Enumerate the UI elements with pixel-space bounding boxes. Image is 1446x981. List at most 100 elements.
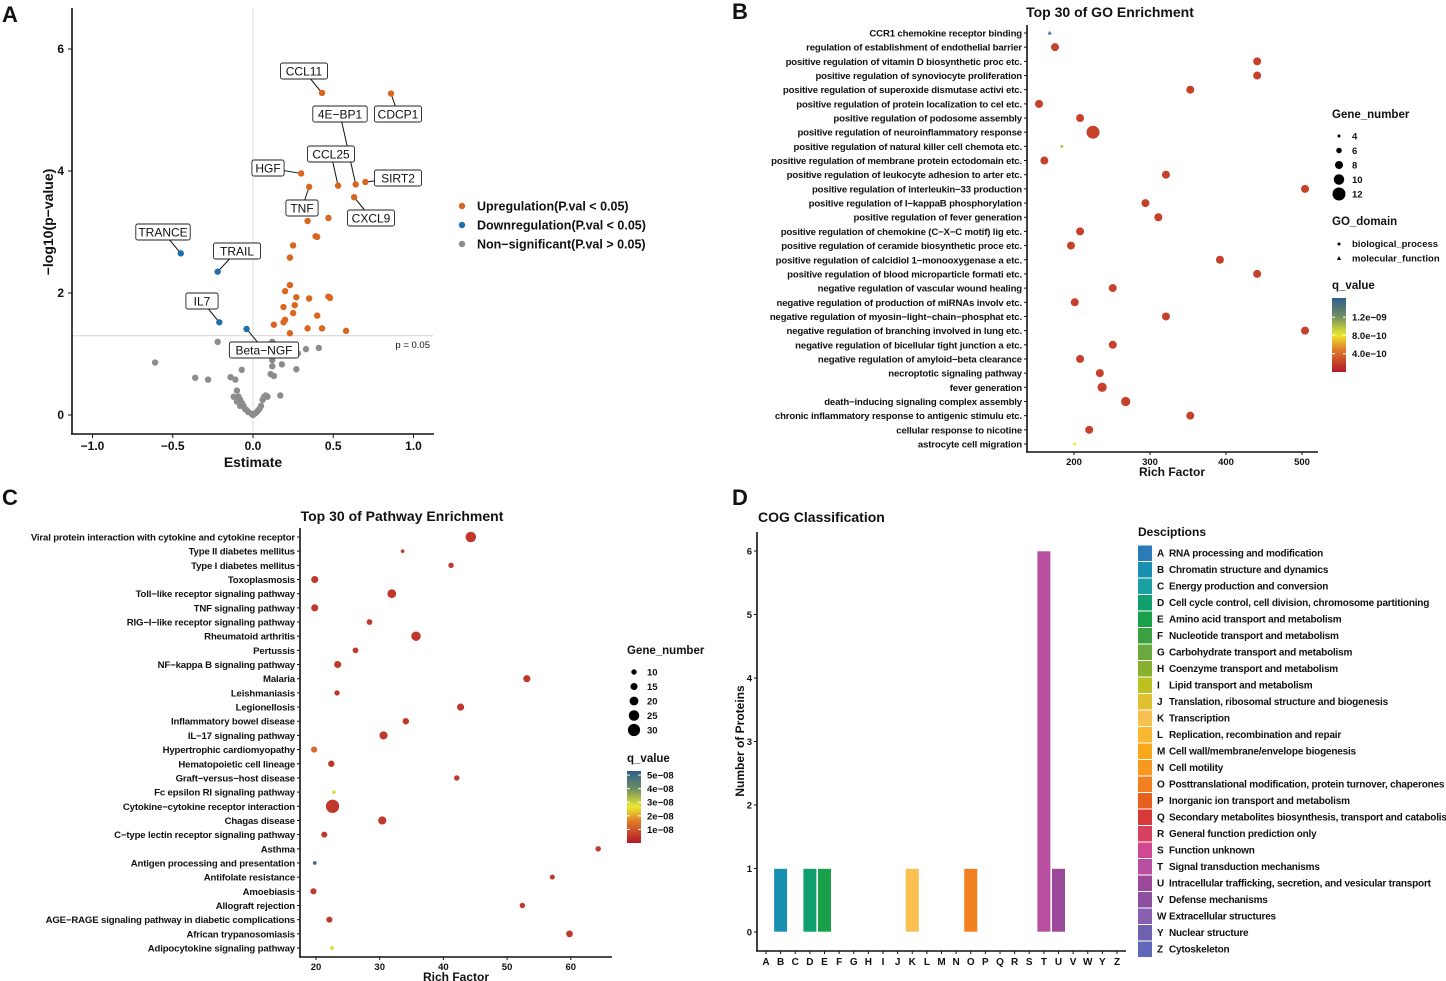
volcano-point (325, 214, 332, 222)
legend-description: Inorganic ion transport and metabolism (1169, 796, 1350, 807)
enrichment-point (1095, 369, 1104, 378)
volcano-point (305, 295, 313, 302)
row-label: fever generation (950, 383, 1023, 394)
legend-code: H (1157, 664, 1164, 675)
y-axis-title: −log10(p−value) (40, 169, 56, 276)
colorbar-label: 5e−08 (647, 771, 674, 782)
x-tick-label: A (762, 957, 769, 968)
gene-label-box (347, 209, 395, 227)
volcano-point (289, 242, 297, 249)
x-tick-label: 200 (1066, 457, 1082, 468)
row-label: C−type lectin receptor signaling pathway (114, 830, 296, 841)
threshold-label: p = 0.05 (395, 340, 430, 351)
legend-description: Extracellular structures (1169, 912, 1277, 923)
legend-code: Q (1157, 813, 1165, 824)
row-label: positive regulation of interleukin−33 pr… (812, 184, 1022, 195)
enrichment-point (378, 816, 387, 825)
row-label: positive regulation of chemokine (C−X−C … (781, 227, 1022, 238)
legend-swatch (1138, 562, 1152, 578)
legend-description: Amino acid transport and metabolism (1169, 615, 1342, 626)
row-label: negative regulation of vascular wound he… (818, 284, 1023, 295)
volcano-point (286, 281, 294, 289)
row-label: positive regulation of neuroinflammatory… (797, 128, 1022, 139)
legend-description: Cytoskeleton (1169, 945, 1229, 956)
volcano-point (293, 294, 300, 301)
enrichment-point (1073, 442, 1077, 446)
enrichment-point (1253, 71, 1262, 80)
enrichment-point (334, 690, 340, 696)
x-tick-label: S (1026, 957, 1033, 968)
enrichment-point (331, 790, 336, 794)
gene-label-box (135, 223, 191, 241)
volcano-point (334, 182, 342, 189)
volcano-point (243, 406, 250, 414)
colorbar-label: 4.0e−10 (1352, 349, 1387, 360)
enrichment-point (1161, 170, 1170, 179)
legend-description: Nuclear structure (1169, 928, 1249, 939)
x-tick-label: E (821, 957, 828, 968)
gene-label: TRANCE (138, 226, 187, 240)
legend-swatch (1138, 677, 1152, 693)
size-legend-title: Gene_number (627, 645, 705, 657)
row-label: negative regulation of branching involve… (786, 326, 1022, 337)
volcano-point (302, 345, 310, 353)
enrichment-point (310, 888, 317, 895)
row-label: Graft−versus−host disease (176, 773, 295, 784)
row-label: Antigen processing and presentation (131, 858, 296, 869)
x-tick-label: 500 (1294, 457, 1310, 468)
x-axis-title: Rich Factor (1139, 465, 1205, 479)
row-label: Leishmaniasis (231, 688, 295, 699)
legend-swatch (1138, 694, 1152, 710)
x-tick-label: 30 (374, 962, 385, 973)
row-label: necroptotic signaling pathway (888, 369, 1023, 380)
legend-description: Cell motility (1169, 763, 1224, 774)
size-legend-dot (1333, 174, 1345, 185)
volcano-point (204, 376, 212, 383)
legend-swatch (1138, 892, 1152, 908)
legend-dot (458, 240, 466, 248)
enrichment-point (1108, 340, 1117, 349)
x-tick-label: N (953, 957, 960, 968)
x-tick-label: 400 (1218, 457, 1234, 468)
legend-swatch (1138, 578, 1152, 594)
enrichment-point (411, 631, 421, 641)
enrichment-point (457, 703, 465, 711)
chart-title: Top 30 of GO Enrichment (1026, 4, 1194, 20)
enrichment-point (311, 604, 319, 612)
row-label: negative regulation of myosin−light−chai… (770, 312, 1022, 323)
panel-letter-B: B (732, 0, 748, 24)
legend-swatch (1138, 875, 1152, 891)
x-tick-label: 0.5 (325, 439, 342, 453)
row-label: African trypanosomiasis (186, 929, 295, 940)
x-tick-label: F (836, 957, 842, 968)
volcano-point (318, 89, 326, 97)
enrichment-point (454, 775, 460, 781)
row-label: Allograft rejection (216, 901, 296, 912)
enrichment-point (312, 861, 317, 865)
x-tick-label: 1.0 (405, 439, 422, 453)
y-tick-label: 0 (747, 928, 752, 939)
row-label: negative regulation of amyloid−beta clea… (818, 354, 1022, 365)
enrichment-point (1076, 114, 1085, 123)
legend-swatch (1138, 925, 1152, 941)
volcano-point (277, 392, 284, 399)
row-label: Cytokine−cytokine receptor interaction (123, 802, 295, 813)
volcano-point (326, 294, 334, 302)
volcano-point (216, 319, 223, 326)
legend-code: O (1157, 780, 1165, 791)
bar-K (905, 868, 920, 933)
legend-description: General function prediction only (1169, 829, 1317, 840)
row-label: positive regulation of superoxide dismut… (783, 85, 1022, 96)
y-tick-label: 5 (747, 610, 753, 621)
size-legend-label: 10 (647, 668, 658, 679)
legend-swatch (1138, 611, 1152, 627)
enrichment-point (1051, 43, 1059, 52)
volcano-point (342, 327, 350, 335)
legend-description: Cell wall/membrane/envelope biogenesis (1169, 747, 1357, 758)
enrichment-point (1076, 354, 1085, 363)
enrichment-point (330, 946, 334, 950)
colorbar-label: 4e−08 (647, 784, 674, 795)
size-legend-dot (627, 723, 641, 737)
y-tick-label: 6 (747, 547, 752, 558)
size-legend-title: Gene_number (1332, 109, 1410, 121)
